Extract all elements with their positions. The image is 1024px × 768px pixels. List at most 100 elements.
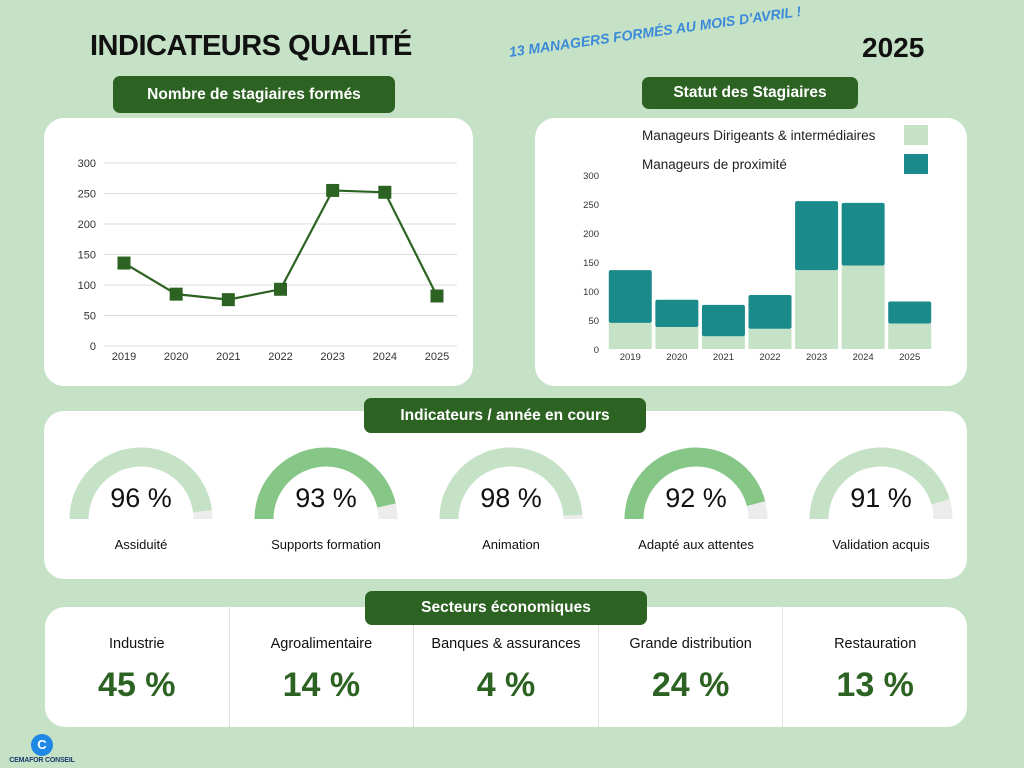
y-tick-label: 200 [78, 219, 96, 231]
gauge-arc [69, 447, 213, 520]
sector-value: 13 % [836, 666, 914, 704]
y-tick-label: 300 [583, 171, 599, 182]
gauge-label: Assiduité [114, 537, 168, 552]
sector-name: Industrie [108, 636, 165, 652]
x-tick-label: 2019 [112, 351, 136, 363]
legend-swatch [904, 154, 928, 174]
x-tick-label: 2022 [759, 352, 780, 363]
gauge-label: Animation [482, 537, 540, 552]
gauge-fill [69, 447, 212, 520]
gauge-arc [254, 447, 398, 520]
sector-name: Grande distribution [629, 636, 752, 652]
gauge-value: 92 % [665, 483, 727, 513]
cemafor-logo-icon: C [31, 734, 53, 756]
x-tick-label: 2024 [853, 352, 874, 363]
y-tick-label: 50 [588, 316, 599, 327]
bar-segment [655, 326, 699, 349]
y-tick-label: 250 [583, 200, 599, 211]
line-chart: 0 50 100 150 200 250 300 2019 2020 2021 2022 2023 20… [78, 158, 457, 363]
gauge-label: Supports formation [271, 537, 381, 552]
sector-item: Banques & assurances 4 % [414, 607, 599, 727]
gauge-value: 91 % [850, 483, 912, 513]
indicators-title: Indicateurs / année en cours [364, 398, 646, 433]
gauge-value: 96 % [110, 483, 172, 513]
gauge-value: 98 % [480, 483, 542, 513]
indicators-card: 96 % Assiduité 93 % Supports formation 98 % A… [44, 411, 967, 579]
y-tick-label: 150 [583, 258, 599, 269]
gauge-fill [254, 447, 396, 520]
gauge-fill [439, 447, 583, 520]
x-tick-label: 2025 [425, 351, 449, 363]
bar-segment [841, 265, 885, 349]
bar-segment [608, 270, 652, 323]
gauge-fill [624, 447, 766, 520]
promo-banner: 13 MANAGERS FORMÉS AU MOIS D'AVRIL ! [508, 2, 803, 60]
x-tick-label: 2023 [320, 351, 344, 363]
sectors-title: Secteurs économiques [365, 591, 647, 625]
y-tick-label: 200 [583, 229, 599, 240]
x-tick-label: 2023 [806, 352, 827, 363]
gauge: 93 % Supports formation [251, 447, 401, 552]
bar-chart: 0 50 100 150 200 250 300 2019 2020 2021 2022 2023 20… [583, 125, 932, 363]
y-tick-label: 300 [78, 158, 96, 170]
gauge-label: Validation acquis [832, 537, 930, 552]
gauge-value: 93 % [295, 483, 357, 513]
bar-segment [841, 202, 885, 266]
data-point [169, 287, 183, 301]
y-tick-label: 0 [594, 345, 599, 356]
bar-segment [888, 323, 932, 349]
sector-name: Banques & assurances [431, 636, 581, 652]
x-tick-label: 2024 [373, 351, 397, 363]
sector-item: Agroalimentaire 14 % [230, 607, 415, 727]
sectors-card: Industrie 45 % Agroalimentaire 14 % Banq… [45, 607, 967, 727]
data-point [378, 185, 392, 199]
bar-segment [795, 201, 839, 271]
gauge-fill [809, 447, 950, 520]
sector-value: 45 % [98, 666, 176, 704]
data-point [274, 282, 287, 296]
line-chart-title: Nombre de stagiaires formés [113, 76, 395, 113]
sector-item: Industrie 45 % [45, 607, 230, 727]
bar-chart-card: 0 50 100 150 200 250 300 2019 2020 2021 2022 2023 20… [535, 118, 967, 386]
legend-swatch [904, 125, 928, 145]
bar-segment [701, 336, 745, 349]
y-tick-label: 50 [84, 311, 96, 323]
x-tick-label: 2020 [666, 352, 687, 363]
bar-segment [608, 322, 652, 349]
y-tick-label: 0 [90, 341, 96, 353]
line-chart-card: 0 50 100 150 200 250 300 2019 2020 2021 2022 2023 20… [44, 118, 473, 386]
data-point [221, 293, 235, 307]
legend-label: Manageurs Dirigeants & intermédiaires [642, 128, 876, 143]
x-tick-label: 2021 [216, 351, 240, 363]
bar-segment [888, 301, 932, 324]
gauge: 92 % Adapté aux attentes [621, 447, 771, 552]
y-tick-label: 100 [78, 280, 96, 292]
gauge-arc [809, 447, 953, 520]
x-tick-label: 2020 [164, 351, 188, 363]
sector-value: 4 % [476, 666, 536, 704]
x-tick-label: 2021 [713, 352, 734, 363]
x-tick-label: 2025 [899, 352, 920, 363]
gauge-label: Adapté aux attentes [638, 537, 754, 552]
x-tick-label: 2022 [268, 351, 292, 363]
legend-label: Manageurs de proximité [642, 157, 787, 172]
sector-value: 24 % [651, 666, 730, 704]
data-point [117, 256, 131, 270]
bar-segment [748, 295, 792, 329]
sector-name: Restauration [834, 636, 917, 652]
data-point [430, 289, 444, 303]
sector-item: Grande distribution 24 % [599, 607, 784, 727]
year-title: 2025 [862, 32, 925, 63]
bar-segment [748, 328, 792, 349]
company-logo: C CEMAFOR CONSEIL [2, 734, 82, 764]
bar-chart-title: Statut des Stagiaires [642, 77, 858, 109]
sector-value: 14 % [282, 666, 361, 704]
data-point [326, 183, 340, 197]
bar-segment [655, 299, 699, 327]
gauge-arc [624, 447, 768, 520]
y-tick-label: 100 [583, 287, 599, 298]
y-tick-label: 250 [78, 189, 96, 201]
x-tick-label: 2019 [620, 352, 641, 363]
sector-item: Restauration 13 % [783, 607, 967, 727]
bar-segment [795, 270, 839, 349]
